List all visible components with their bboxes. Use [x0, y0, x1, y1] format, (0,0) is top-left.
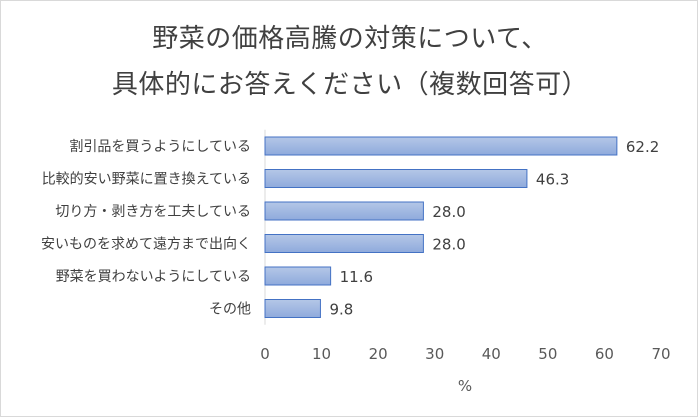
- category-label: 野菜を買わないようにしている: [56, 269, 251, 285]
- category-label: 割引品を買うようにしている: [69, 138, 251, 155]
- bar: [264, 169, 528, 188]
- x-tick-label: 10: [312, 345, 331, 363]
- x-tick-label: 60: [595, 345, 614, 363]
- x-tick-label: 70: [651, 345, 670, 363]
- x-tick-label: 40: [482, 345, 501, 363]
- bar: [264, 234, 424, 253]
- data-label: 9.8: [329, 301, 353, 319]
- x-axis-title: %: [458, 377, 472, 395]
- data-label: 28.0: [432, 236, 465, 254]
- category-label: 安いものを求めて遠方まで出向く: [41, 237, 251, 253]
- data-label: 46.3: [536, 171, 569, 189]
- x-tick-label: 50: [538, 345, 557, 363]
- chart-title-line-1: 野菜の価格高騰の対策について、: [152, 24, 548, 54]
- category-label: その他: [209, 302, 251, 318]
- x-tick-label: 0: [260, 345, 270, 363]
- bar: [264, 299, 321, 318]
- data-label: 62.2: [626, 138, 659, 156]
- x-tick-label: 20: [369, 345, 388, 363]
- data-label: 11.6: [340, 268, 373, 286]
- bar: [264, 136, 618, 156]
- chart-title-line-2: 具体的にお答えください（複数回答可）: [111, 70, 589, 100]
- bar: [264, 201, 424, 221]
- category-label: 切り方・剥き方を工夫している: [55, 204, 251, 220]
- bar: [264, 266, 332, 286]
- data-label: 28.0: [432, 203, 465, 221]
- category-label: 比較的安い野菜に置き換えている: [42, 172, 251, 188]
- x-tick-label: 30: [425, 345, 444, 363]
